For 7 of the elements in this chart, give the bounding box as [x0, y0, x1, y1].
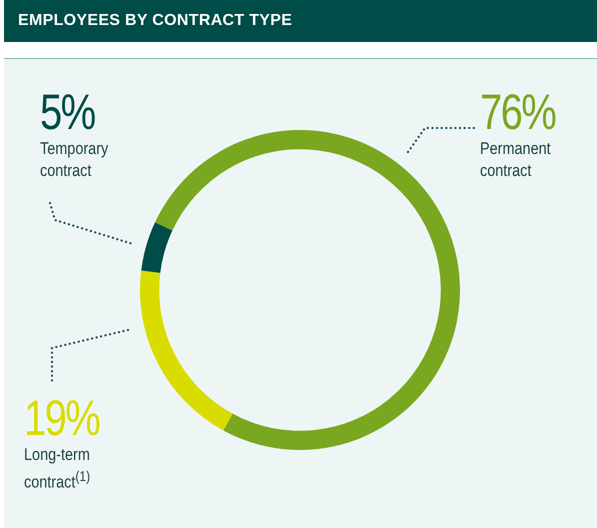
- slice-label: Temporary contract: [40, 138, 108, 182]
- chart-title: EMPLOYEES BY CONTRACT TYPE: [4, 0, 597, 42]
- slice-label: Long-term contract$^{(1)}$: [24, 444, 92, 494]
- data-label: 5%: [40, 84, 96, 140]
- data-label: 19%: [24, 390, 100, 446]
- data-label: 76%: [480, 84, 556, 140]
- slice-label: Permanent contract: [480, 138, 552, 182]
